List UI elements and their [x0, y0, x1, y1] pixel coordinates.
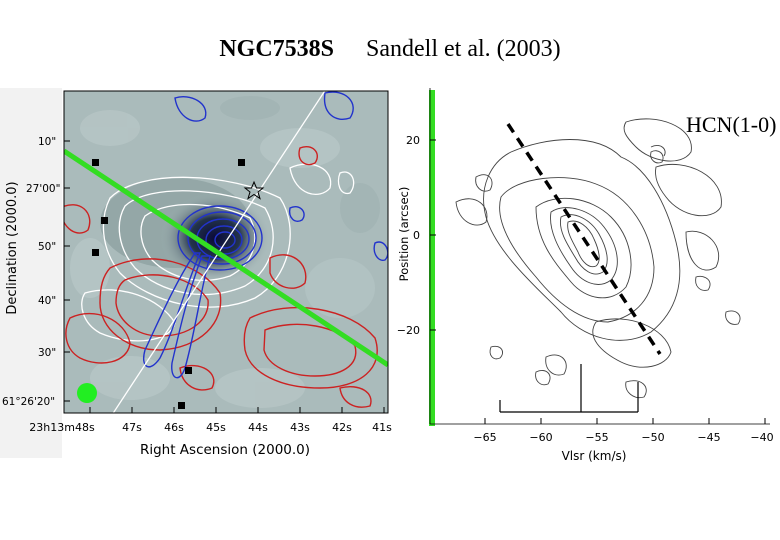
pv-x-tick: −55	[585, 431, 608, 444]
pv-y-tick: −20	[397, 324, 420, 337]
ra-tick-marks	[89, 407, 385, 413]
map-area	[64, 91, 388, 413]
pv-y-tick-labels: 20 0 −20	[397, 134, 420, 337]
ra-tick: 44s	[248, 421, 268, 434]
pv-y-axis-label: Position (arcsec)	[397, 187, 411, 282]
dec-tick: 30"	[38, 347, 56, 359]
pv-x-tick-labels: −65 −60 −55 −50 −45 −40	[473, 431, 773, 444]
dec-axis-label: Declination (2000.0)	[5, 181, 20, 314]
dec-tick: 50"	[38, 241, 56, 253]
reference: Sandell et al. (2003)	[366, 36, 561, 62]
dec-tick: 10"	[38, 136, 56, 148]
object-name: NGC7538S	[219, 36, 335, 62]
hcn-label: HCN(1-0)	[686, 112, 776, 137]
outflow-axis	[112, 91, 326, 413]
green-slice-line	[64, 148, 388, 368]
blue-contours	[143, 91, 388, 379]
ra-tick: 46s	[164, 421, 184, 434]
dec-tick-labels: 10" 27'00" 50" 40" 30" 61°26'20"	[2, 136, 60, 408]
pv-y-tick-marks	[430, 139, 436, 331]
red-contours	[64, 146, 378, 408]
ra-tick: 43s	[290, 421, 310, 434]
pv-y-tick: 20	[406, 134, 420, 147]
map-frame	[63, 90, 389, 414]
pv-x-tick: −40	[750, 431, 773, 444]
star-icon	[243, 180, 265, 200]
background-noise	[70, 96, 380, 408]
dec-tick: 40"	[38, 295, 56, 307]
dec-tick: 27'00"	[26, 183, 60, 195]
beam-icon	[77, 383, 97, 403]
ra-tick: 47s	[122, 421, 142, 434]
pv-x-tick: −60	[529, 431, 552, 444]
ra-tick: 23h13m48s	[29, 421, 95, 434]
margin-strip	[0, 88, 62, 458]
velocity-bracket	[499, 364, 639, 413]
dec-tick: 61°26'20"	[2, 396, 55, 408]
ra-axis-label: Right Ascension (2000.0)	[140, 442, 310, 458]
pv-y-tick: 0	[413, 229, 420, 242]
ra-tick: 45s	[206, 421, 226, 434]
ra-tick: 42s	[332, 421, 352, 434]
pv-x-tick: −45	[697, 431, 720, 444]
source-markers	[92, 159, 245, 409]
right-panel-pv: HCN(1-0) 20 0 −20 Position (arcsec) −65 …	[397, 88, 776, 463]
pv-x-tick: −65	[473, 431, 496, 444]
pv-x-tick: −50	[641, 431, 664, 444]
left-panel-map: 10" 27'00" 50" 40" 30" 61°26'20" Declina…	[0, 88, 392, 458]
slide-title: NGC7538S Sandell et al. (2003)	[0, 36, 780, 63]
pv-area	[455, 118, 741, 413]
pv-x-axis-label: Vlsr (km/s)	[562, 449, 627, 463]
white-contours	[81, 163, 355, 342]
pv-x-tick-marks	[484, 418, 766, 424]
dec-tick-marks	[64, 140, 70, 402]
ra-tick-labels: 23h13m48s 47s 46s 45s 44s 43s 42s 41s	[29, 421, 392, 434]
hcn-contours	[455, 118, 741, 399]
dashed-slice-line	[506, 123, 662, 355]
ra-tick: 41s	[372, 421, 392, 434]
